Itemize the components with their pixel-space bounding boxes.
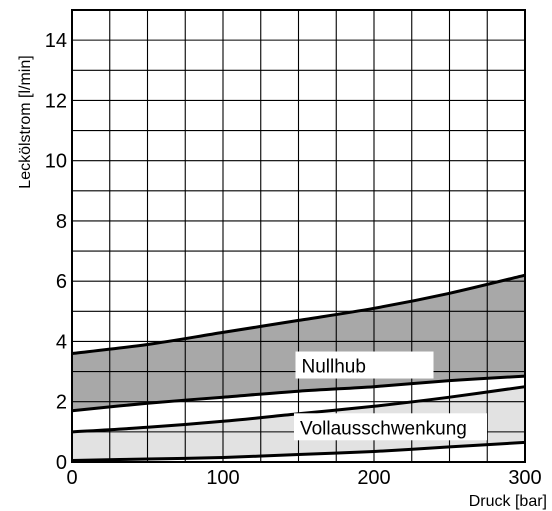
y-tick-label: 10 xyxy=(45,151,67,173)
y-tick-label: 12 xyxy=(45,90,67,112)
x-axis-label: Druck [bar] xyxy=(469,493,547,510)
band-labels-layer: Nullhub Vollausschwenkung xyxy=(293,351,487,441)
plot-frame xyxy=(71,9,526,463)
band-upper-curve-0 xyxy=(71,273,526,356)
y-tick-label: 2 xyxy=(56,392,67,414)
band-lower-curve-1 xyxy=(71,440,526,462)
y-tick-label: 6 xyxy=(56,271,67,293)
band-label-box-1 xyxy=(293,413,487,441)
x-tick-label: 300 xyxy=(508,467,541,489)
grid-layer xyxy=(72,10,525,462)
x-tick-label: 100 xyxy=(206,467,239,489)
band-label-box-0 xyxy=(295,351,434,379)
y-tick-label: 0 xyxy=(56,452,67,474)
y-tick-label: 4 xyxy=(56,331,67,353)
tick-labels-layer: 0 100 200 300 0 2 4 6 8 10 12 14 xyxy=(45,30,542,489)
x-tick-label: 0 xyxy=(66,467,77,489)
y-axis-label: Leckölstrom [l/min] xyxy=(17,55,34,188)
band-label-0: Nullhub xyxy=(302,357,366,378)
x-tick-label: 200 xyxy=(357,467,390,489)
y-tick-label: 14 xyxy=(45,30,67,52)
band-label-1: Vollausschwenkung xyxy=(300,418,467,439)
y-tick-label: 8 xyxy=(56,211,67,233)
band-lower-curve-0 xyxy=(71,374,526,413)
